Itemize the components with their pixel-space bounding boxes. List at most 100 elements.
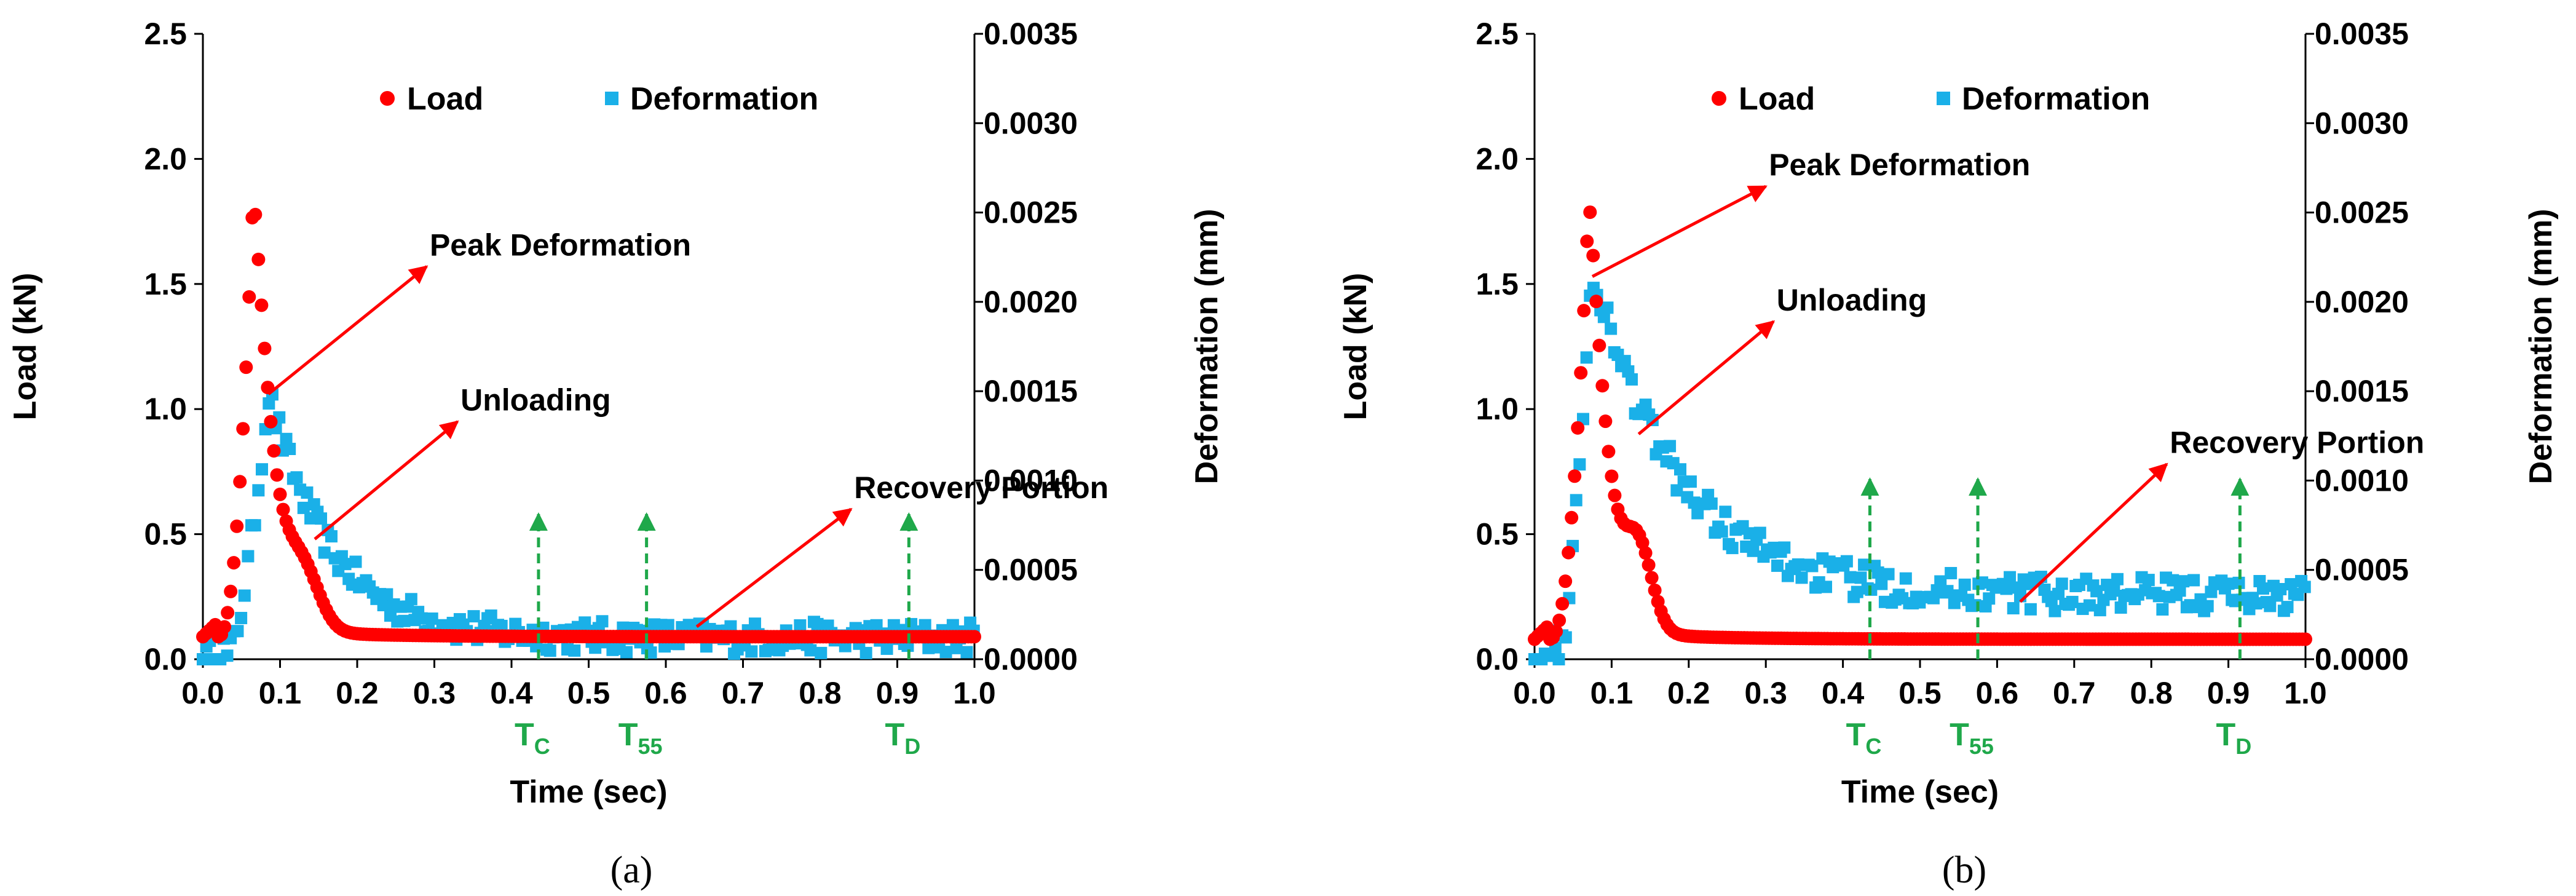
deformation-point [1726,542,1739,555]
y-right-tick-label: 0.0015 [984,374,1078,408]
deformation-point [1875,577,1888,590]
deformation-point [1715,525,1728,538]
deformation-point [568,644,581,657]
deformation-point [2298,581,2311,593]
legend-deformation-label: Deformation [1962,81,2150,117]
deformation-point [1639,398,1652,411]
load-point [1549,624,1563,638]
x-tick-label: 0.2 [336,676,379,710]
deformation-point [2250,597,2262,610]
deformation-point [315,512,328,525]
load-point [1598,414,1613,429]
x-tick-label: 0.3 [413,676,456,710]
load-point [968,630,981,644]
deformation-point [252,484,265,497]
deformation-point [1747,544,1760,557]
deformation-point [1771,559,1784,572]
y-left-axis-title: Load (kN) [7,273,43,421]
y-left-tick-label: 1.5 [144,267,187,301]
load-point [1552,613,1567,627]
deformation-point [1605,322,1618,335]
annotation-arrow [267,265,429,395]
deformation-point [804,644,817,657]
load-point [1638,546,1653,560]
y-left-tick-label: 1.0 [144,392,187,426]
time-marker-base: T [618,717,638,753]
load-point [1592,338,1606,352]
x-tick-label: 0.6 [644,676,687,710]
deformation-point [1820,581,1833,593]
deformation-point [425,612,438,625]
deformation-point [1899,572,1912,585]
annotation-arrow [314,420,459,541]
deformation-point [946,619,959,632]
deformation-point [349,555,362,568]
deformation-point [318,546,331,559]
deformation-point [301,486,314,499]
annotation-arrow [2019,462,2168,603]
deformation-point [880,642,893,655]
deformation-point [2274,583,2287,596]
deformation-point [297,501,310,514]
time-marker-label: T55 [618,717,663,759]
deformation-point [1626,373,1638,386]
deformation-point [235,611,248,624]
deformation-point [1674,463,1687,476]
y-right-axis-title: Deformation (mm) [1189,209,1225,485]
time-marker-subscript: C [534,734,550,759]
x-axis-title: Time (sec) [510,774,667,810]
y-right-tick-label: 0.0025 [2315,196,2409,230]
deformation-point [1664,440,1677,453]
x-tick-label: 0.4 [490,676,533,710]
deformation-point [596,615,609,628]
deformation-point [2281,601,2294,614]
deformation-point [1958,578,1971,591]
deformation-point [1778,541,1791,554]
time-marker-label: TD [2216,717,2252,759]
deformation-point [1945,566,1958,579]
deformation-point [290,471,303,484]
deformation-point [256,463,269,476]
deformation-point [2152,590,2165,603]
y-right-axis-title: Deformation (mm) [2523,209,2559,485]
deformation-point [2232,576,2245,589]
x-tick-label: 0.2 [1667,676,1710,710]
deformation-point [2257,582,2270,595]
load-point [1555,597,1570,611]
y-right-tick-label: 0.0020 [984,285,1078,319]
deformation-point [1806,560,1819,573]
time-marker-base: T [1950,717,1969,753]
time-marker-base: T [515,717,534,753]
deformation-point [1871,566,1884,579]
deformation-point [939,646,952,659]
load-point [1645,571,1659,585]
time-marker-label: T55 [1950,717,1994,759]
deformation-point [2142,574,2155,587]
load-point [1642,558,1656,572]
deformation-point [1597,311,1610,323]
load-point [1565,510,1579,525]
deformation-point [2156,603,2169,616]
load-point [1559,574,1573,589]
load-point [2299,632,2312,646]
y-right-tick-label: 0.0015 [2315,374,2409,408]
deformation-point [1618,355,1631,368]
deformation-point [405,593,417,606]
annotation-label: Unloading [1777,283,1927,317]
y-right-tick-label: 0.0035 [2315,17,2409,51]
deformation-point [2111,573,2124,585]
x-tick-label: 0.7 [2053,676,2096,710]
load-point [273,487,287,501]
deformation-point [398,614,411,627]
deformation-point [589,641,602,654]
x-tick-label: 1.0 [2284,676,2327,710]
deformation-point [1684,475,1697,488]
legend-load-marker [1712,91,1726,106]
deformation-point [415,612,428,625]
load-point [1608,488,1622,502]
deformation-point [2285,578,2297,591]
deformation-point [1858,558,1871,571]
deformation-series [197,388,980,665]
x-tick-label: 0.5 [1898,676,1942,710]
deformation-point [1844,571,1857,584]
